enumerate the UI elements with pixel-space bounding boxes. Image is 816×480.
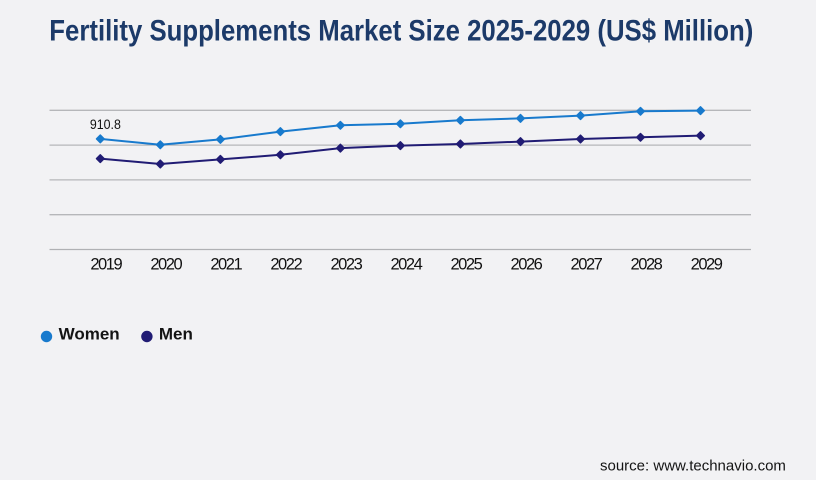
- svg-text:2025: 2025: [450, 255, 482, 273]
- svg-text:2024: 2024: [390, 255, 422, 273]
- svg-text:Men: Men: [159, 325, 193, 344]
- svg-text:2029: 2029: [691, 255, 723, 273]
- svg-text:Fertility Supplements Market S: Fertility Supplements Market Size 2025-2…: [49, 15, 753, 48]
- svg-text:2021: 2021: [210, 255, 242, 273]
- svg-text:2026: 2026: [511, 255, 543, 273]
- svg-text:2028: 2028: [631, 255, 663, 273]
- svg-text:source: www.technavio.com: source: www.technavio.com: [600, 457, 786, 474]
- svg-text:Women: Women: [59, 325, 120, 344]
- svg-text:2020: 2020: [150, 255, 182, 273]
- svg-text:2027: 2027: [571, 255, 603, 273]
- svg-text:2023: 2023: [330, 255, 362, 273]
- svg-text:910.8: 910.8: [90, 117, 121, 132]
- svg-text:2019: 2019: [90, 255, 122, 273]
- svg-text:2022: 2022: [270, 255, 302, 273]
